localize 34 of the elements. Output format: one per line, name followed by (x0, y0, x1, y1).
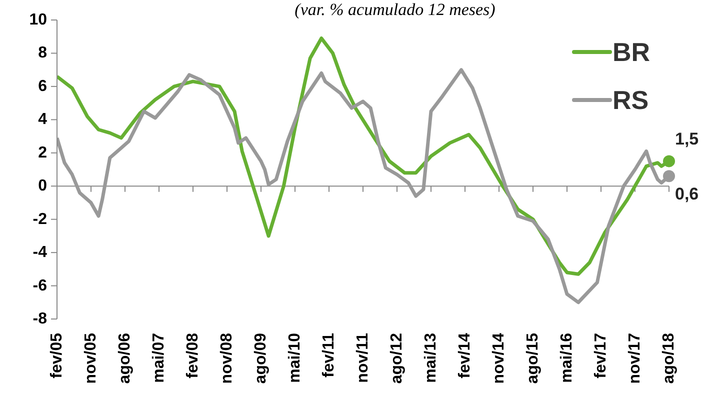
y-tick-label: 8 (38, 44, 48, 62)
x-tick-label: ago/09 (252, 332, 270, 384)
x-tick-label: mai/16 (558, 332, 576, 383)
x-tick-label: nov/08 (218, 332, 236, 384)
x-tick-label: mai/10 (286, 332, 304, 383)
y-tick-label: 10 (29, 12, 48, 28)
y-tick-label: -8 (32, 310, 48, 328)
x-tick-label: nov/11 (354, 332, 372, 383)
x-tick-label: fev/11 (320, 332, 338, 378)
x-tick-label: fev/17 (592, 332, 610, 378)
y-tick-label: 2 (38, 144, 48, 162)
annotation: 1,5 (675, 130, 699, 149)
x-tick-label: nov/17 (626, 332, 644, 384)
x-tick-label: ago/06 (116, 332, 134, 384)
y-tick-label: 0 (38, 178, 48, 195)
x-tick-label: ago/18 (660, 332, 678, 384)
x-tick-label: nov/14 (490, 332, 508, 384)
x-tick-label: mai/13 (422, 332, 440, 383)
x-tick-label: fev/05 (48, 332, 66, 378)
x-tick-label: fev/08 (184, 332, 202, 378)
x-tick-label: ago/12 (388, 332, 406, 384)
x-tick-label: fev/14 (456, 332, 474, 378)
chart-subtitle: (var. % acumulado 12 meses) (294, 0, 496, 20)
legend-label: BR (612, 36, 650, 68)
legend-label: RS (612, 84, 649, 116)
x-tick-label: ago/15 (524, 332, 542, 384)
y-tick-label: 6 (38, 78, 48, 95)
y-tick-label: 4 (38, 111, 48, 128)
y-tick-label: -4 (32, 244, 48, 262)
x-tick-label: mai/07 (150, 332, 168, 383)
y-tick-label: -2 (32, 210, 48, 228)
y-tick-label: -6 (32, 277, 48, 294)
x-tick-label: nov/05 (82, 332, 100, 384)
annotation: 0,6 (675, 184, 699, 204)
